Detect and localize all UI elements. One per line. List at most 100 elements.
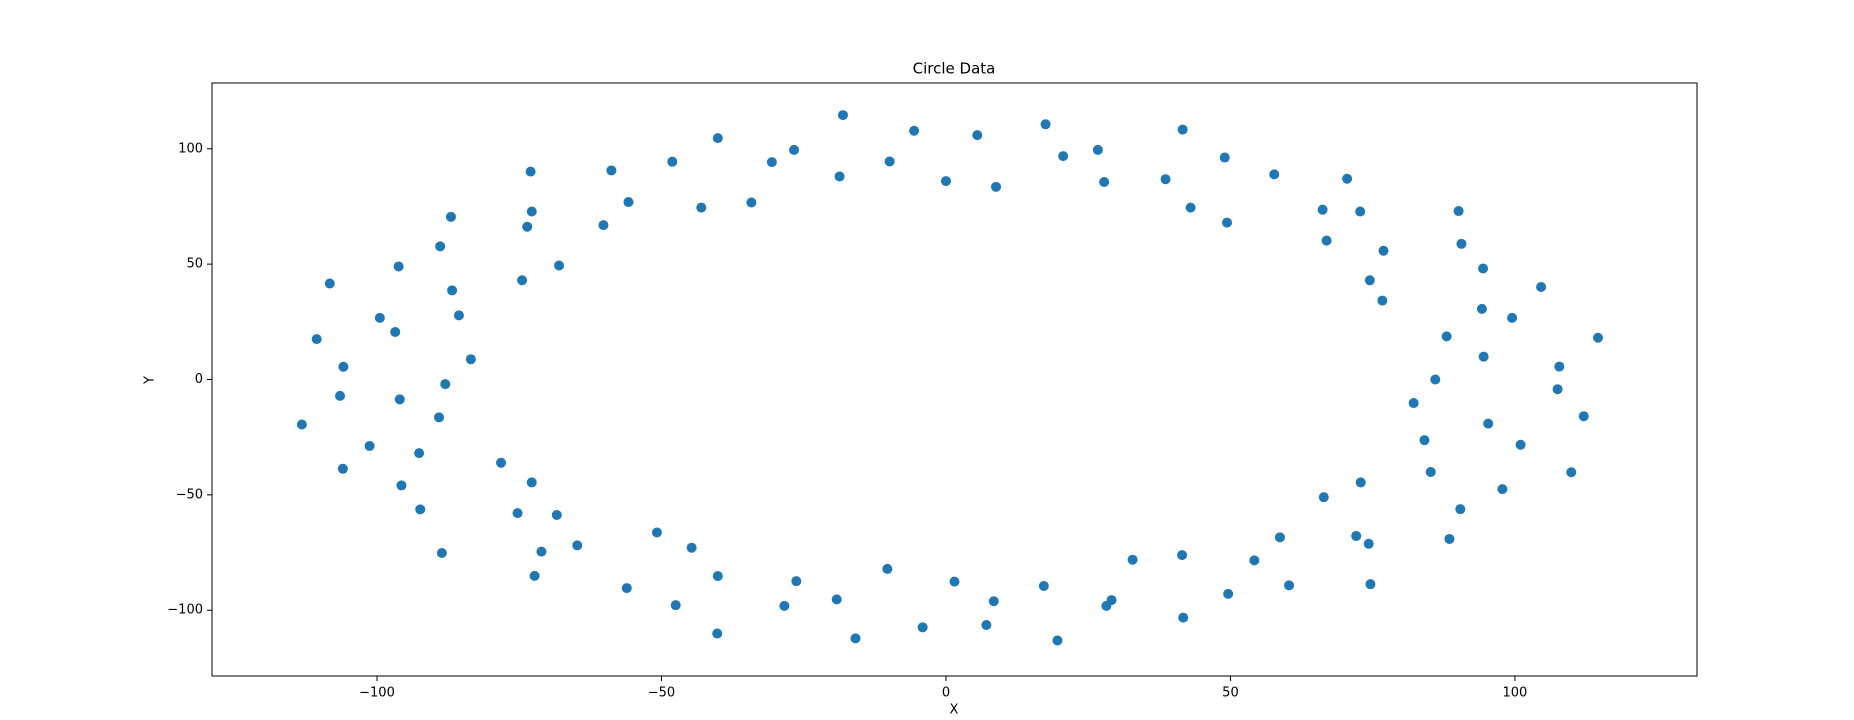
data-point xyxy=(917,622,928,633)
data-point xyxy=(831,594,842,605)
data-point xyxy=(496,457,507,468)
data-point xyxy=(1478,263,1489,274)
data-point xyxy=(1430,374,1441,385)
data-point xyxy=(1274,532,1285,543)
data-point xyxy=(335,390,346,401)
data-point xyxy=(434,412,445,423)
data-point xyxy=(529,570,540,581)
data-point xyxy=(1177,124,1188,135)
data-point xyxy=(311,334,322,345)
data-point xyxy=(390,326,401,337)
data-point xyxy=(1476,303,1487,314)
data-point xyxy=(1552,384,1563,395)
data-point xyxy=(526,477,537,488)
data-point xyxy=(435,241,446,252)
data-point xyxy=(1363,538,1374,549)
data-point xyxy=(949,576,960,587)
data-point xyxy=(972,130,983,141)
data-point xyxy=(1185,202,1196,213)
data-point xyxy=(436,548,447,559)
data-point xyxy=(1342,173,1353,184)
data-point xyxy=(536,546,547,557)
data-point xyxy=(1453,206,1464,217)
x-tick-label: −100 xyxy=(359,686,395,701)
data-point xyxy=(766,157,777,168)
data-point xyxy=(1318,492,1329,503)
y-tick-label: 50 xyxy=(186,257,203,272)
data-point xyxy=(884,156,895,167)
data-point xyxy=(1377,295,1388,306)
data-point xyxy=(296,419,307,430)
data-point xyxy=(981,620,992,631)
data-point xyxy=(415,504,426,515)
data-point xyxy=(670,600,681,611)
x-tick-label: −50 xyxy=(648,686,675,701)
data-point xyxy=(1038,581,1049,592)
data-point xyxy=(988,596,999,607)
x-tick-label: 100 xyxy=(1503,686,1528,701)
data-point xyxy=(850,633,861,644)
data-point xyxy=(324,278,335,289)
data-point xyxy=(1364,275,1375,286)
data-point xyxy=(1249,555,1260,566)
data-point xyxy=(779,600,790,611)
data-point xyxy=(746,197,757,208)
data-point xyxy=(1092,144,1103,155)
data-point xyxy=(338,361,349,372)
data-point xyxy=(445,211,456,222)
data-point xyxy=(465,354,476,365)
data-point xyxy=(1269,169,1280,180)
data-point xyxy=(712,628,723,639)
plot-frame xyxy=(211,82,1698,677)
data-point xyxy=(526,206,537,217)
data-point xyxy=(667,156,678,167)
data-point xyxy=(1127,554,1138,565)
y-tick-label: 100 xyxy=(178,141,203,156)
data-point xyxy=(606,165,617,176)
x-tick-label: 0 xyxy=(942,686,950,701)
data-point xyxy=(1178,612,1189,623)
chart-title: Circle Data xyxy=(913,60,996,78)
data-point xyxy=(791,576,802,587)
data-point xyxy=(1223,588,1234,599)
data-point xyxy=(1351,530,1362,541)
data-point xyxy=(1536,281,1547,292)
data-point xyxy=(525,166,536,177)
data-point xyxy=(396,480,407,491)
data-point xyxy=(696,202,707,213)
data-point xyxy=(1483,418,1494,429)
data-point xyxy=(1419,435,1430,446)
data-point xyxy=(393,261,404,272)
data-point xyxy=(1355,477,1366,488)
data-point xyxy=(1515,439,1526,450)
data-point xyxy=(551,509,562,520)
data-point xyxy=(1222,217,1233,228)
data-point xyxy=(1160,174,1171,185)
data-point xyxy=(572,540,583,551)
data-point xyxy=(834,171,845,182)
data-point xyxy=(882,563,893,574)
data-point xyxy=(1425,467,1436,478)
x-axis-label: X xyxy=(950,703,959,718)
data-point xyxy=(991,181,1002,192)
data-point xyxy=(364,440,375,451)
data-point xyxy=(909,125,920,136)
data-point xyxy=(394,394,405,405)
x-tick-label: 50 xyxy=(1222,686,1239,701)
data-point xyxy=(1507,312,1518,323)
data-point xyxy=(1566,467,1577,478)
data-point xyxy=(623,197,634,208)
data-point xyxy=(1040,119,1051,130)
data-point xyxy=(940,176,951,187)
data-point xyxy=(712,571,723,582)
data-point xyxy=(686,542,697,553)
data-point xyxy=(837,110,848,121)
data-point xyxy=(789,144,800,155)
data-point xyxy=(554,260,565,271)
data-point xyxy=(1456,238,1467,249)
y-tick-label: 0 xyxy=(195,372,203,387)
data-point xyxy=(1497,484,1508,495)
data-point xyxy=(1554,361,1565,372)
data-point xyxy=(440,379,451,390)
